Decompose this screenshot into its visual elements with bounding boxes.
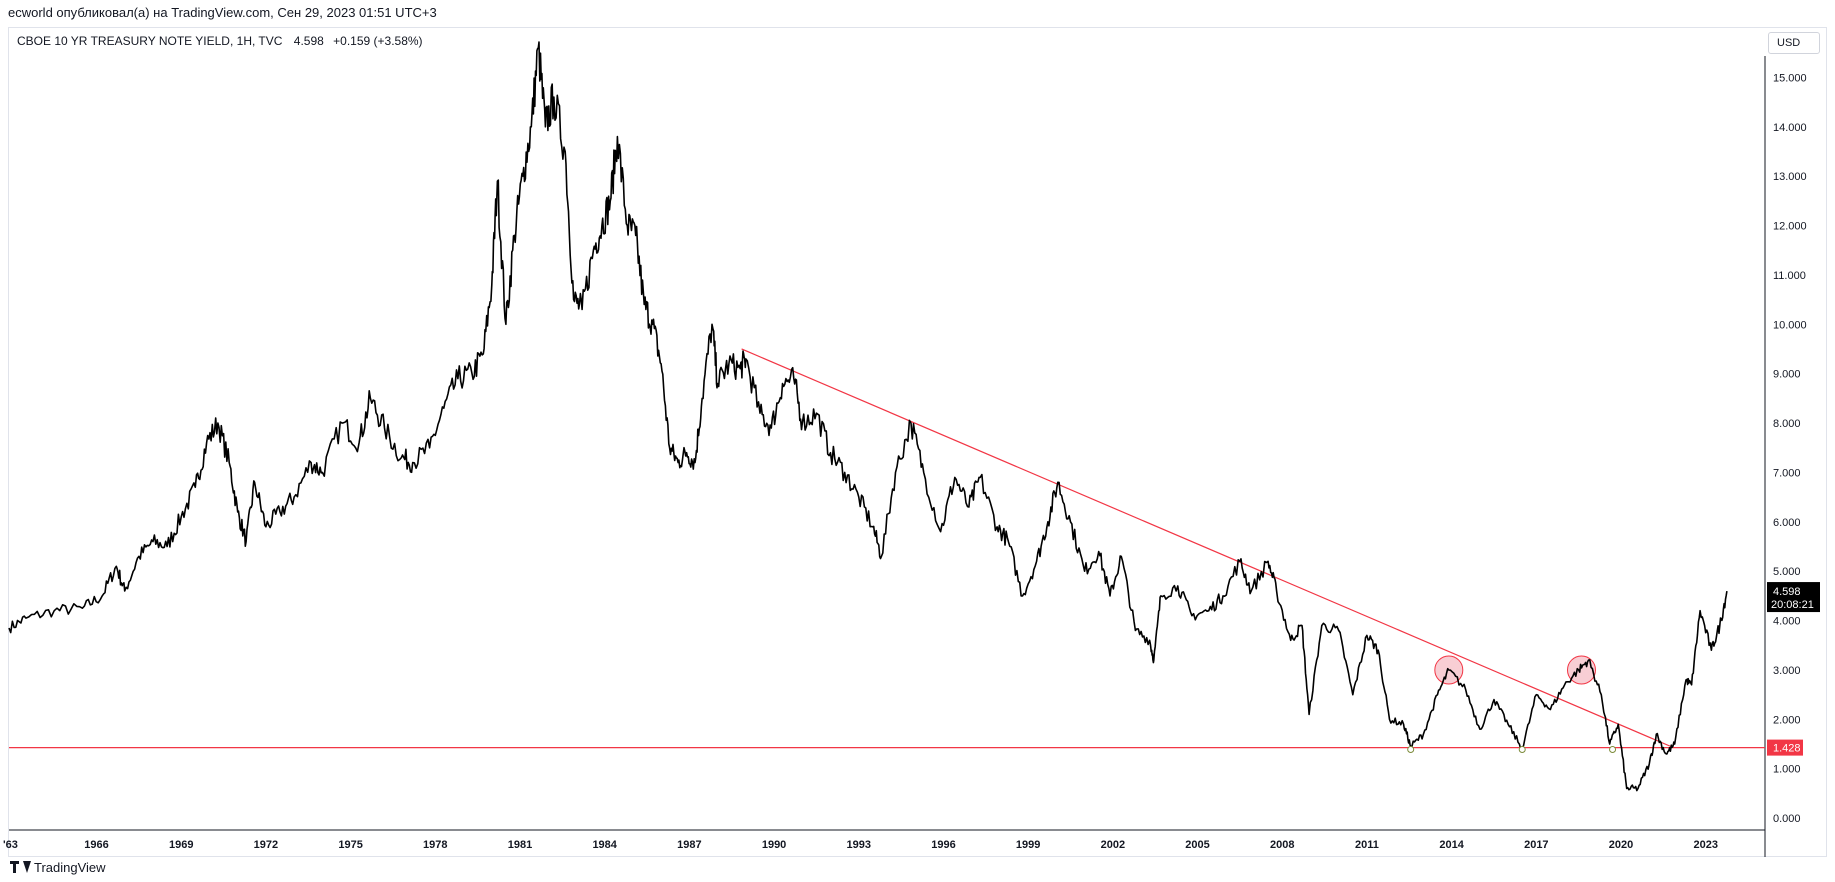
symbol-name[interactable]: CBOE 10 YR TREASURY NOTE YIELD, 1H, TVC [17,34,283,48]
brand-label: TradingView [34,859,106,875]
last-price-badge [1767,582,1820,613]
x-tick-label: 1978 [423,839,447,851]
x-tick-label: 2005 [1185,839,1209,851]
x-tick-label: 1999 [1016,839,1040,851]
x-tick-label: 2017 [1524,839,1548,851]
symbol-legend: CBOE 10 YR TREASURY NOTE YIELD, 1H, TVC … [17,34,423,48]
y-tick-label: 6.000 [1773,517,1801,529]
y-tick-label: 1.000 [1773,764,1801,776]
x-tick-label: 1984 [592,839,617,851]
x-tick-label: 1987 [677,839,701,851]
countdown-badge-value: 20:08:21 [1771,599,1814,611]
publish-caption: ecworld опубликовал(а) на TradingView.co… [8,5,437,20]
y-tick-label: 3.000 [1773,665,1801,677]
x-tick-label: 1981 [508,839,532,851]
x-tick-label: 1972 [254,839,278,851]
trendline[interactable] [741,348,1674,749]
x-tick-label: 2014 [1439,839,1464,851]
series-line[interactable] [8,41,1728,792]
highlight-circle[interactable] [1566,655,1596,685]
y-tick-label: 11.000 [1773,270,1806,282]
y-tick-label: 15.000 [1773,72,1807,84]
y-tick-label: 9.000 [1773,369,1801,381]
x-tick-label: 2002 [1101,839,1125,851]
touch-marker [1407,746,1415,754]
touch-marker [1518,746,1526,754]
price-change: +0.159 (+3.58%) [333,34,423,48]
tradingview-brand[interactable]: TradingView [10,858,106,876]
y-tick-label: 12.000 [1773,221,1807,233]
last-price-badge-value: 4.598 [1773,586,1801,598]
x-tick-label: '63 [3,839,18,851]
level-badge [1767,739,1803,756]
x-tick-label: 2020 [1609,839,1633,851]
y-tick-label: 13.000 [1773,171,1807,183]
y-tick-label: 4.000 [1773,616,1801,628]
y-tick-label: 5.000 [1773,566,1801,578]
y-tick-label: 14.000 [1773,122,1807,134]
x-tick-label: 1969 [169,839,193,851]
x-tick-label: 2011 [1355,839,1379,851]
touch-marker [1609,746,1617,754]
y-tick-label: 10.000 [1773,319,1807,331]
y-tick-label: 7.000 [1773,467,1801,479]
last-price: 4.598 [293,34,324,48]
x-tick-label: 1975 [338,839,362,851]
x-tick-label: 1996 [931,839,955,851]
x-tick-label: 1966 [84,839,108,851]
x-tick-label: 1990 [762,839,786,851]
y-tick-label: 0.000 [1773,813,1801,825]
x-tick-label: 1993 [847,839,871,851]
chart-frame [8,27,1827,857]
y-tick-label: 2.000 [1773,714,1801,726]
x-tick-label: 2008 [1270,839,1294,851]
x-tick-label: 2023 [1693,839,1717,851]
y-tick-label: 8.000 [1773,418,1801,430]
level-badge-value: 1.428 [1773,743,1801,755]
tradingview-logo-icon [10,860,31,874]
currency-button[interactable]: USD [1768,32,1820,54]
